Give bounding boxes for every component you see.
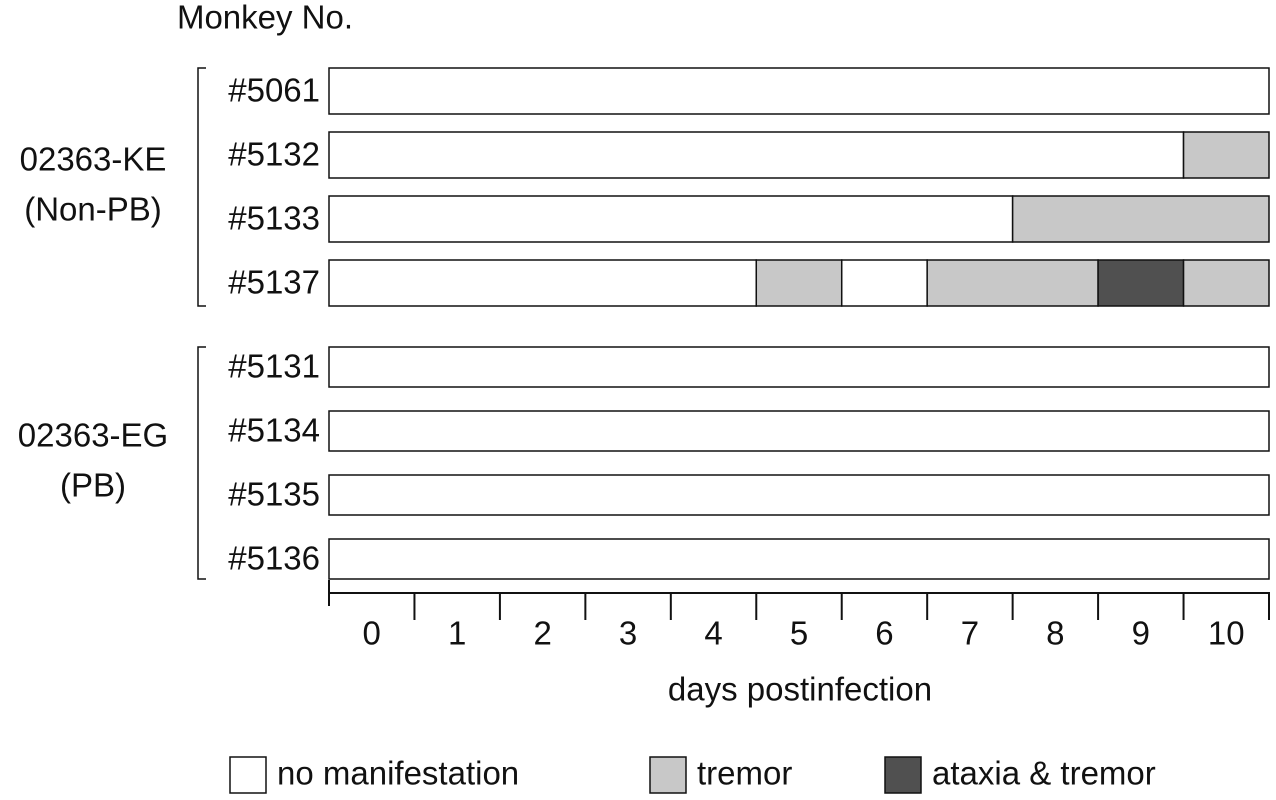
- x-tick-label: 4: [704, 615, 722, 652]
- legend-swatch: [884, 756, 922, 794]
- segment: [328, 195, 1014, 243]
- x-tick-label: 2: [533, 615, 551, 652]
- legend-label: no manifestation: [277, 755, 519, 792]
- row-label: #5061: [228, 72, 320, 109]
- x-tick-label: 5: [790, 615, 808, 652]
- segment: [1011, 195, 1270, 243]
- legend-swatch: [649, 756, 687, 794]
- group-label: 02363-EG: [18, 417, 168, 454]
- legend-label: tremor: [697, 755, 792, 792]
- legend-swatch: [229, 756, 267, 794]
- row-label: #5136: [228, 540, 320, 577]
- segment: [926, 259, 1099, 307]
- x-tick-label: 8: [1046, 615, 1064, 652]
- row-label: #5132: [228, 136, 320, 173]
- x-tick-label: 3: [619, 615, 637, 652]
- row-label: #5133: [228, 200, 320, 237]
- segment: [1182, 259, 1270, 307]
- group-label: 02363-KE: [20, 141, 167, 178]
- segment: [328, 538, 1270, 580]
- row-label: #5137: [228, 264, 320, 301]
- segment: [1182, 131, 1270, 179]
- x-tick-label: 6: [875, 615, 893, 652]
- bracket: [197, 67, 206, 307]
- x-tick-label: 9: [1132, 615, 1150, 652]
- segment: [1097, 259, 1185, 307]
- row-label: #5134: [228, 412, 320, 449]
- legend-label: ataxia & tremor: [932, 755, 1156, 792]
- x-tick-label: 1: [448, 615, 466, 652]
- group-label: (PB): [60, 467, 126, 504]
- x-tick-label: 10: [1208, 615, 1245, 652]
- group-label: (Non-PB): [24, 191, 162, 228]
- segment: [328, 259, 758, 307]
- x-tick-label: 0: [363, 615, 381, 652]
- chart-title: Monkey No.: [177, 0, 353, 36]
- row-label: #5131: [228, 348, 320, 385]
- x-axis-label: days postinfection: [668, 671, 932, 708]
- row-label: #5135: [228, 476, 320, 513]
- segment: [328, 67, 1270, 115]
- segment: [328, 131, 1185, 179]
- segment: [328, 474, 1270, 516]
- segment: [328, 346, 1270, 388]
- segment: [328, 410, 1270, 452]
- segment: [755, 259, 843, 307]
- x-tick-label: 7: [961, 615, 979, 652]
- bracket: [197, 346, 206, 580]
- segment: [840, 259, 928, 307]
